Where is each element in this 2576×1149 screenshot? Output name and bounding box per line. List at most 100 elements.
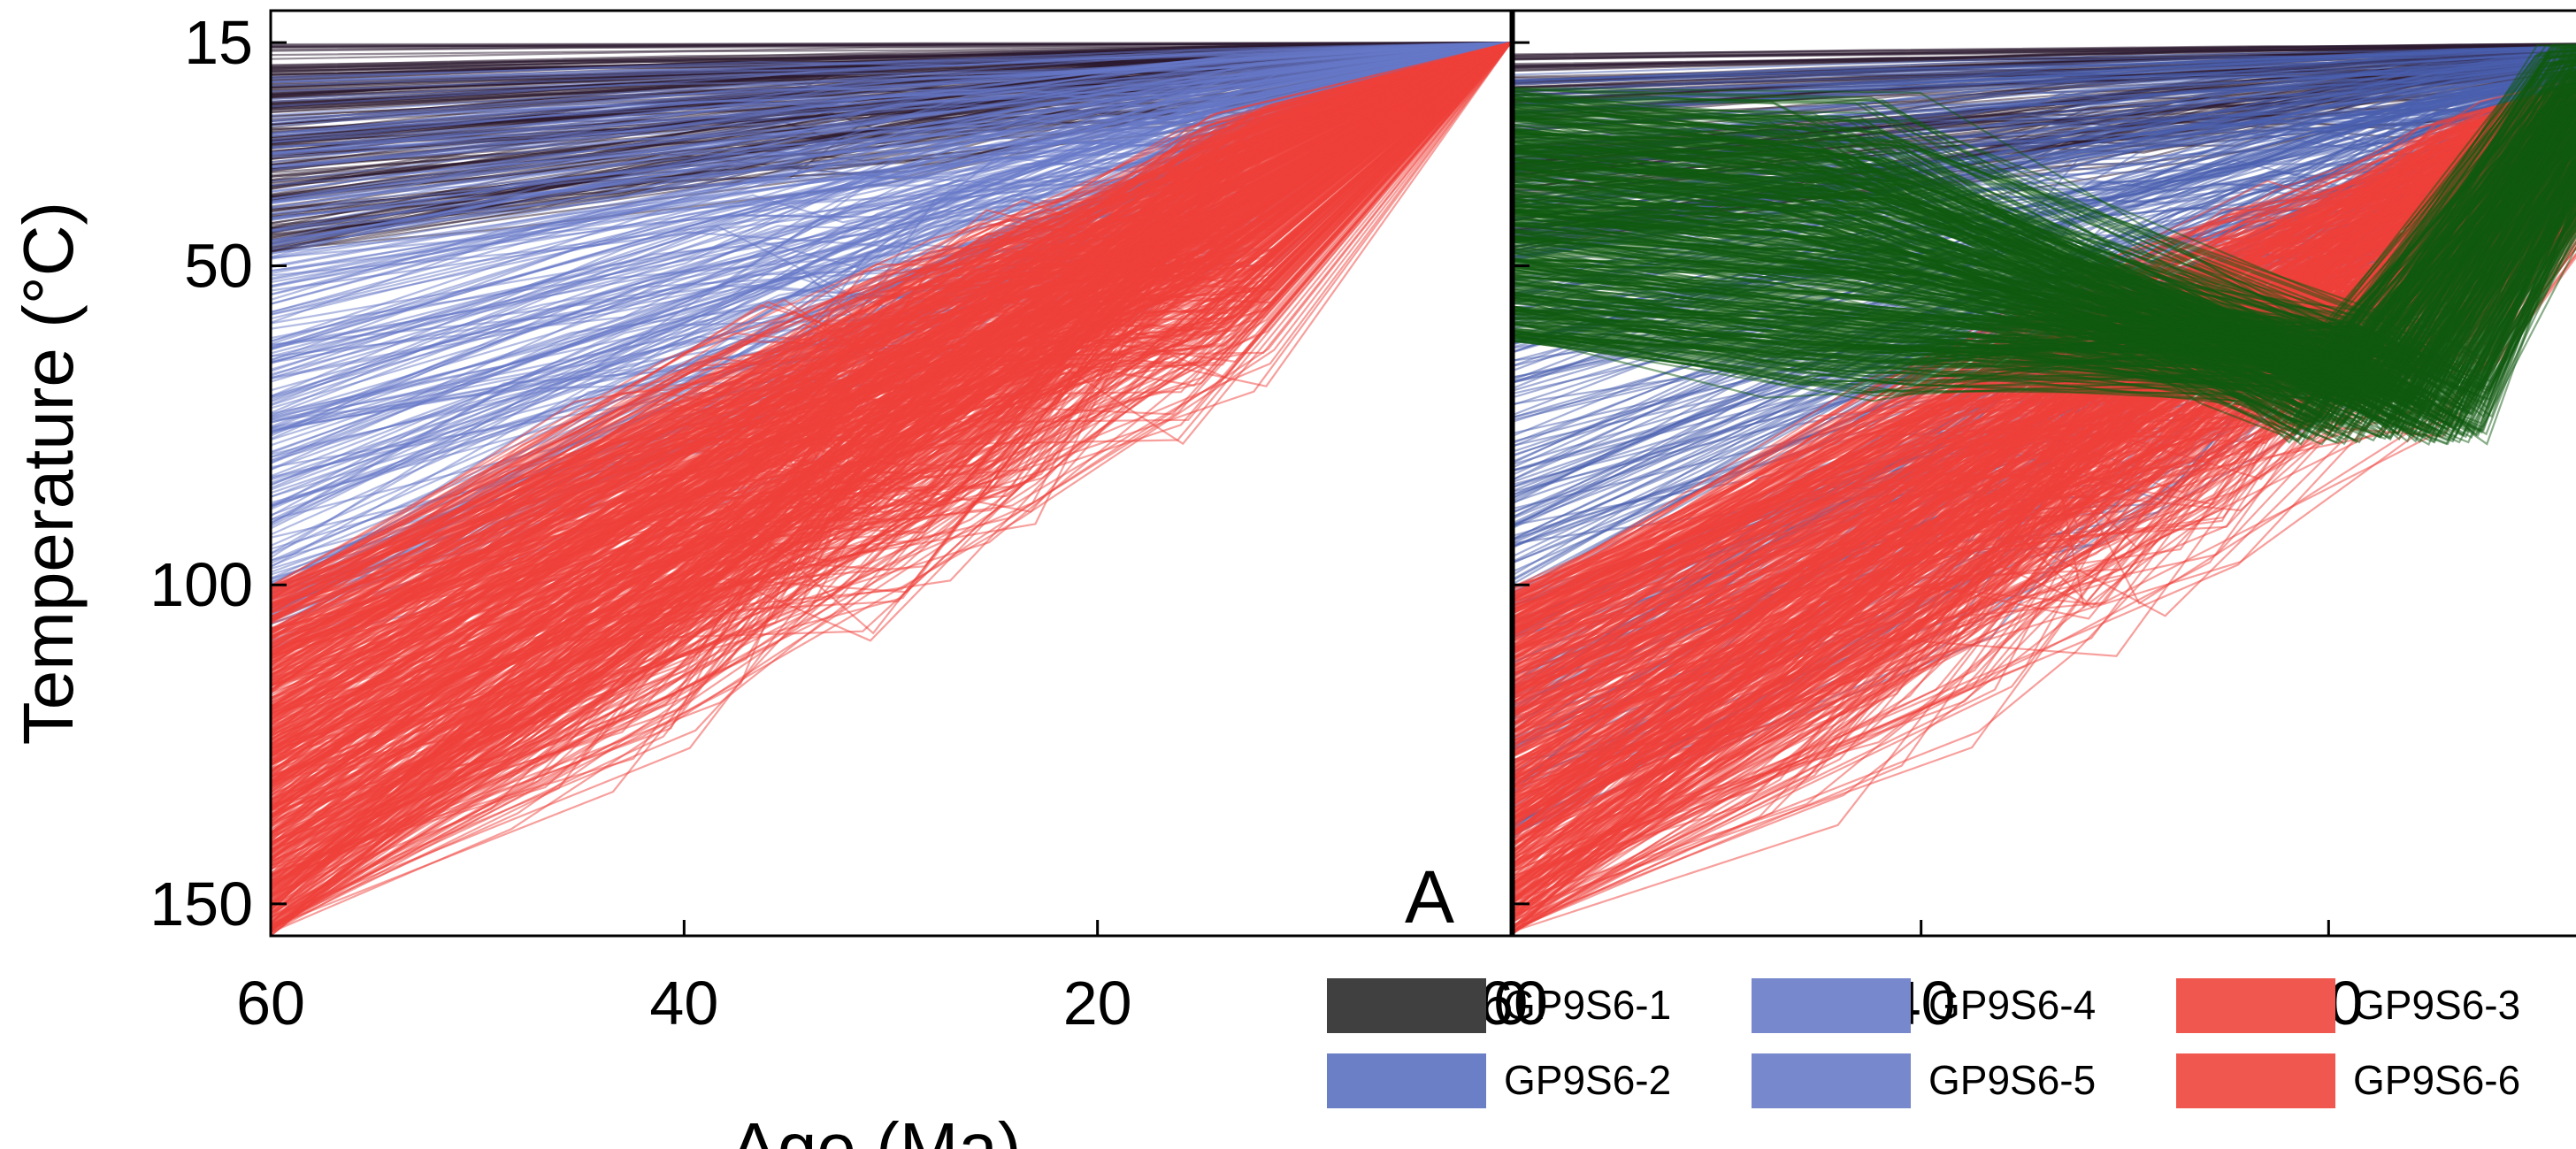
tt-path	[1514, 168, 2576, 437]
tt-path	[271, 42, 1511, 342]
tt-path	[271, 42, 1511, 677]
y-tick-label: 100	[150, 550, 253, 619]
x-tick-label: 60	[236, 969, 305, 1038]
tt-path	[271, 42, 1511, 141]
tt-path	[271, 42, 1511, 784]
tt-path	[271, 42, 1511, 609]
tt-path	[271, 42, 1511, 232]
tt-path	[1514, 107, 2576, 357]
tt-path	[271, 42, 1511, 595]
tt-path	[271, 42, 1511, 601]
tt-path	[271, 42, 1511, 710]
tt-path	[271, 42, 1511, 595]
tt-path	[1514, 164, 2576, 892]
tt-path	[271, 42, 1511, 808]
tt-path	[271, 42, 1511, 923]
tt-path	[271, 42, 1511, 272]
tt-path	[1514, 210, 2576, 410]
tt-path	[271, 42, 1511, 754]
tt-path	[271, 42, 1511, 632]
tt-path	[271, 42, 1511, 330]
tt-path	[271, 42, 1511, 867]
tt-path	[271, 42, 1511, 167]
tt-path	[1514, 69, 2576, 420]
tt-path	[271, 42, 1511, 686]
tt-path	[271, 42, 1511, 249]
tt-path	[1514, 147, 2576, 396]
tt-path	[1514, 158, 2576, 397]
legend-swatch	[1752, 1053, 1911, 1108]
tt-path	[271, 42, 1511, 846]
panel-b-frame	[1512, 9, 2576, 938]
tt-path	[1514, 157, 2576, 439]
y-tick-label: 50	[184, 232, 253, 301]
tt-path	[271, 42, 1511, 719]
tt-path	[1514, 103, 2576, 406]
tt-path	[271, 42, 1511, 932]
legend-label: GP9S6-3	[2353, 982, 2520, 1028]
legend-label: GP9S6-2	[1504, 1057, 1671, 1103]
panel-a-plot-area	[271, 42, 1511, 936]
tt-path	[1514, 72, 2576, 444]
tt-path	[1514, 130, 2576, 412]
tt-path	[271, 42, 1511, 807]
tt-path	[1514, 99, 2576, 441]
tt-path	[271, 42, 1511, 783]
panel-a: 60 40 20 0 15 50 100 150 A	[150, 8, 1528, 1038]
tt-path	[1514, 56, 2576, 142]
x-tick-label: 40	[649, 969, 718, 1038]
tt-path	[271, 42, 1511, 671]
tt-path	[1514, 78, 2576, 411]
tt-path	[271, 42, 1511, 867]
tt-path	[271, 42, 1511, 200]
legend: GP9S6-1 GP9S6-2 GP9S6-4 GP9S6-5 GP9S6-3 GP9S6…	[1327, 978, 2520, 1108]
tt-path	[1514, 45, 2576, 76]
legend-swatch	[1752, 978, 1911, 1033]
tt-path	[1514, 86, 2576, 428]
tt-path	[1514, 213, 2576, 393]
panel-a-frame	[269, 9, 1513, 938]
tt-path	[1514, 65, 2576, 371]
y-tick-label: 150	[150, 869, 253, 938]
tt-path	[271, 42, 1511, 122]
tt-path	[271, 42, 1511, 675]
tt-path	[1514, 227, 2576, 416]
tt-path	[1514, 193, 2576, 434]
legend-label: GP9S6-5	[1928, 1057, 2096, 1103]
tt-path	[271, 42, 1511, 593]
tt-path	[1514, 106, 2576, 404]
tt-path	[271, 42, 1511, 400]
legend-label: GP9S6-6	[2353, 1057, 2520, 1103]
tt-path	[271, 42, 1511, 722]
tt-path	[1514, 89, 2576, 387]
legend-swatch	[2176, 1053, 2335, 1108]
tt-path	[271, 42, 1511, 758]
tt-path	[1514, 192, 2576, 370]
x-tick-label: 0	[1494, 969, 1529, 1038]
legend-swatch	[1327, 1053, 1486, 1108]
tt-path	[271, 42, 1511, 708]
tt-path	[271, 42, 1511, 704]
tt-path	[1514, 159, 2576, 399]
tt-path	[271, 42, 1511, 883]
tt-path	[1514, 132, 2576, 381]
tt-path	[1514, 114, 2576, 406]
y-tick-label: 15	[184, 8, 253, 77]
tt-path	[271, 42, 1511, 914]
tt-path	[271, 42, 1511, 87]
tt-path	[271, 42, 1511, 479]
x-tick-label: 20	[1063, 969, 1132, 1038]
tt-path	[271, 42, 1511, 157]
tt-path	[271, 42, 1511, 84]
tt-path	[271, 42, 1511, 730]
tt-path	[271, 42, 1511, 48]
x-axis-title: Age (Ma)	[731, 1108, 1022, 1149]
tt-path	[1514, 184, 2576, 412]
legend-swatch	[2176, 978, 2335, 1033]
panel-a-ticks: 60 40 20 0 15 50 100 150	[150, 8, 1528, 1038]
tt-path	[1514, 147, 2576, 435]
tt-path	[1514, 49, 2576, 364]
tt-path	[1514, 172, 2576, 442]
tt-path	[1514, 111, 2576, 360]
tt-path	[1514, 44, 2576, 57]
